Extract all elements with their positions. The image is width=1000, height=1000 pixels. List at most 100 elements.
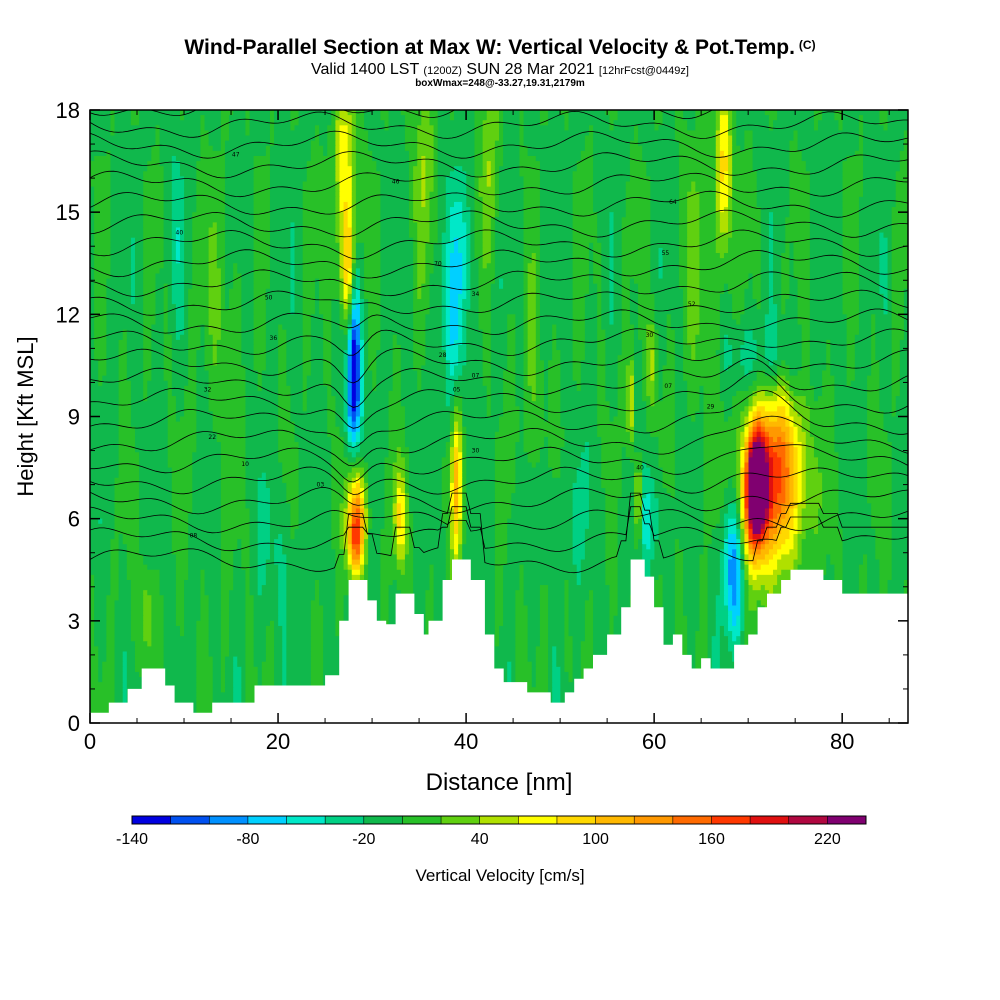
velocity-cell: [421, 186, 426, 193]
velocity-cell: [805, 452, 815, 458]
velocity-cell: [184, 396, 197, 402]
velocity-cell: [449, 253, 463, 259]
velocity-cell: [192, 258, 210, 264]
velocity-cell: [858, 288, 880, 295]
velocity-cell: [466, 186, 476, 193]
velocity-cell: [605, 488, 623, 494]
velocity-cell: [543, 436, 549, 443]
velocity-cell: [253, 278, 271, 285]
velocity-cell: [335, 110, 341, 116]
velocity-cell: [458, 503, 463, 510]
velocity-cell: [728, 477, 733, 484]
velocity-cell: [683, 360, 721, 367]
velocity-cell: [490, 319, 508, 326]
velocity-cell: [339, 207, 345, 213]
velocity-cell: [454, 406, 459, 412]
velocity-cell: [364, 411, 390, 418]
velocity-cell: [760, 421, 766, 428]
velocity-cell: [625, 196, 651, 203]
velocity-cell: [110, 166, 148, 172]
velocity-cell: [605, 390, 619, 397]
velocity-cell: [400, 452, 410, 458]
velocity-cell: [736, 140, 745, 147]
velocity-cell: [458, 436, 463, 443]
velocity-cell: [482, 334, 492, 341]
velocity-cell: [838, 452, 868, 458]
velocity-cell: [777, 314, 799, 321]
velocity-cell: [580, 365, 598, 372]
velocity-cell: [110, 212, 144, 218]
velocity-cell: [114, 508, 140, 515]
velocity-cell: [445, 365, 451, 372]
velocity-cell: [249, 120, 271, 126]
velocity-cell: [797, 467, 803, 474]
velocity-cell: [789, 201, 811, 208]
velocity-cell: [899, 155, 908, 162]
velocity-cell: [572, 227, 598, 234]
velocity-cell: [646, 370, 651, 377]
velocity-cell: [458, 237, 467, 244]
velocity-cell: [130, 406, 169, 412]
velocity-cell: [523, 355, 529, 361]
velocity-cell: [323, 344, 332, 351]
velocity-cell: [110, 125, 116, 132]
velocity-cell: [220, 319, 242, 326]
velocity-cell: [482, 145, 496, 152]
velocity-cell: [572, 186, 594, 193]
velocity-cell: [523, 288, 529, 295]
velocity-cell: [539, 339, 553, 346]
velocity-cell: [175, 329, 185, 336]
velocity-cell: [294, 247, 304, 254]
velocity-cell: [535, 268, 541, 275]
velocity-cell: [515, 488, 574, 494]
velocity-cell: [179, 247, 185, 254]
velocity-cell: [171, 212, 185, 218]
velocity-cell: [343, 232, 353, 239]
velocity-cell: [253, 196, 271, 203]
velocity-cell: [143, 370, 152, 377]
velocity-cell: [343, 421, 349, 428]
velocity-cell: [572, 191, 594, 198]
velocity-cell: [666, 355, 676, 361]
velocity-cell: [331, 447, 345, 453]
velocity-cell: [466, 237, 471, 244]
velocity-cell: [687, 278, 701, 285]
velocity-cell: [359, 375, 365, 382]
velocity-cell: [605, 365, 619, 372]
velocity-cell: [515, 380, 525, 387]
velocity-cell: [777, 513, 786, 520]
velocity-cell: [773, 457, 782, 464]
velocity-cell: [719, 365, 725, 372]
velocity-cell: [507, 355, 516, 361]
velocity-cell: [732, 350, 741, 356]
velocity-cell: [666, 360, 676, 367]
velocity-cell: [499, 186, 525, 193]
velocity-cell: [409, 155, 418, 162]
velocity-cell: [621, 329, 635, 336]
velocity-cell: [687, 196, 701, 203]
velocity-cell: [90, 401, 120, 407]
velocity-cell: [519, 161, 541, 167]
velocity-cell: [90, 365, 99, 372]
velocity-cell: [650, 503, 660, 510]
velocity-cell: [822, 370, 831, 377]
velocity-cell: [838, 477, 868, 484]
velocity-cell: [572, 344, 586, 351]
velocity-cell: [609, 237, 615, 244]
velocity-cell: [94, 227, 112, 234]
velocity-cell: [441, 299, 447, 305]
velocity-cell: [863, 150, 901, 157]
velocity-cell: [744, 431, 750, 438]
velocity-cell: [241, 360, 255, 367]
velocity-cell: [560, 416, 598, 423]
velocity-cell: [327, 431, 341, 438]
velocity-cell: [413, 263, 418, 269]
velocity-cell: [740, 498, 745, 504]
velocity-cell: [355, 370, 361, 377]
velocity-cell: [834, 385, 868, 392]
velocity-cell: [184, 217, 193, 223]
velocity-cell: [90, 263, 95, 269]
velocity-cell: [654, 488, 668, 494]
velocity-cell: [245, 365, 255, 372]
velocity-cell: [425, 196, 431, 203]
